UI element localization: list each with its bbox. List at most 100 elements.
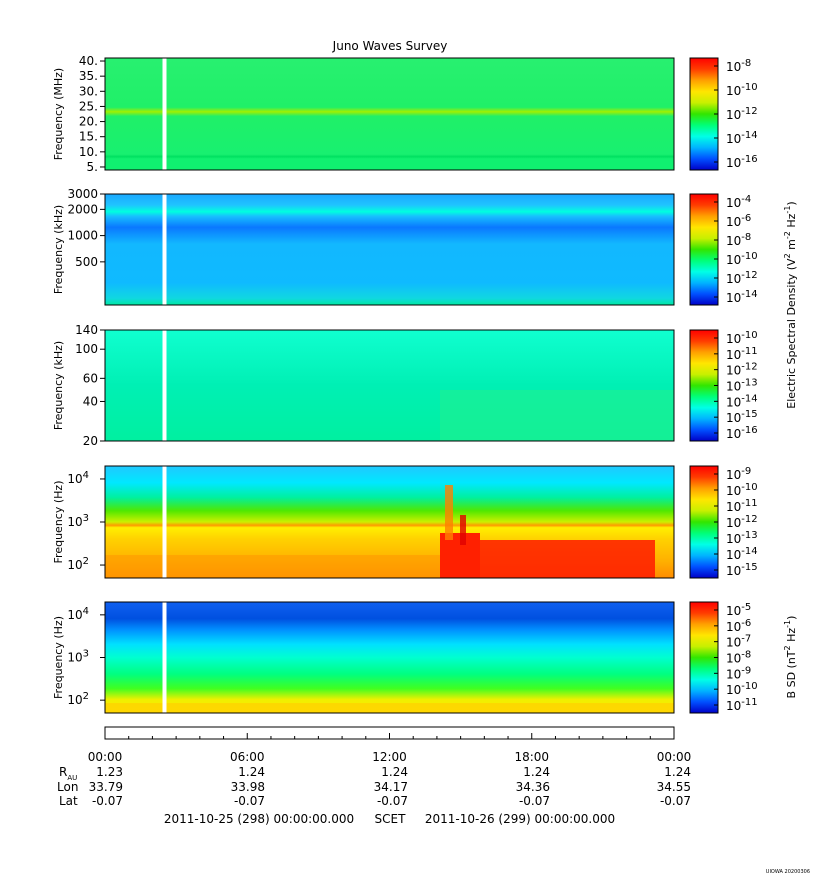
y-axis-label: Frequency (kHz) xyxy=(52,205,65,294)
y-tick-label: 35. xyxy=(79,69,98,83)
colorbar-tick-label: 10-6 xyxy=(726,213,751,229)
colorbar-tick-label: 10-11 xyxy=(726,498,758,514)
colorbar-tick-label: 10-12 xyxy=(726,270,758,286)
colorbar-tick-label: 10-10 xyxy=(726,251,758,267)
emission-band xyxy=(105,555,440,578)
colorbar-tick-label: 10-10 xyxy=(726,482,758,498)
y-axis-label: Frequency (MHz) xyxy=(52,68,65,160)
y-tick-label: 102 xyxy=(67,691,89,707)
lat-value: -0.07 xyxy=(377,794,408,808)
footer-end-time: 2011-10-26 (299) 00:00:00.000 xyxy=(425,812,615,826)
colorbar-tick-label: 10-6 xyxy=(726,618,751,634)
colorbar-label-magnetic: B SD (nT2 Hz-1) xyxy=(783,616,798,699)
lat-value: -0.07 xyxy=(660,794,691,808)
spectrogram-feature xyxy=(105,703,674,713)
y-tick-label: 100 xyxy=(75,342,98,356)
lon-value: 33.98 xyxy=(231,780,265,794)
lat-value: -0.07 xyxy=(234,794,265,808)
row-label-lat: Lat xyxy=(59,794,78,808)
footer-scet: SCET xyxy=(375,812,407,826)
colorbar-tick-label: 10-4 xyxy=(726,194,751,210)
x-tick-label: 12:00 xyxy=(372,750,407,764)
colorbar-tick-label: 10-8 xyxy=(726,232,751,248)
colorbar-tick-label: 10-8 xyxy=(726,58,751,74)
rau-value: 1.24 xyxy=(664,765,691,779)
spectrogram-1 xyxy=(105,58,674,170)
y-tick-label: 25. xyxy=(79,99,98,113)
colorbar-1 xyxy=(689,57,719,171)
colorbar-tick-label: 10-13 xyxy=(726,378,758,394)
colorbar-tick-label: 10-13 xyxy=(726,530,758,546)
y-tick-label: 40. xyxy=(79,54,98,68)
lon-value: 34.17 xyxy=(374,780,408,794)
colorbar-tick-label: 10-14 xyxy=(726,130,758,146)
panel-frame xyxy=(104,193,675,306)
colorbar-label-electric: Electric Spectral Density (V2 m-2 Hz-1) xyxy=(783,201,798,408)
y-tick-label: 20. xyxy=(79,115,98,129)
y-axis-label: Frequency (Hz) xyxy=(52,481,65,564)
footer-start-time: 2011-10-25 (298) 00:00:00.000 xyxy=(164,812,354,826)
panel-frame xyxy=(104,57,675,171)
colorbar-tick-label: 10-12 xyxy=(726,514,758,530)
colorbar-2 xyxy=(689,193,719,306)
lon-value: 34.55 xyxy=(657,780,691,794)
colorbar-tick-label: 10-14 xyxy=(726,289,758,305)
colorbar-tick-label: 10-14 xyxy=(726,546,758,562)
y-axis-label: Frequency (kHz) xyxy=(52,341,65,430)
rau-value: 1.23 xyxy=(96,765,123,779)
colorbar-tick-label: 10-10 xyxy=(726,681,758,697)
colorbar-tick-label: 10-15 xyxy=(726,409,758,425)
emission-spike xyxy=(445,485,453,540)
y-tick-label: 5. xyxy=(87,160,98,174)
watermark: UIOWA 20200306 xyxy=(766,869,810,875)
colorbar-tick-label: 10-5 xyxy=(726,602,751,618)
colorbar-tick-label: 10-12 xyxy=(726,362,758,378)
lon-value: 34.36 xyxy=(516,780,550,794)
rau-value: 1.24 xyxy=(238,765,265,779)
y-tick-label: 60 xyxy=(83,371,98,385)
colorbar-tick-label: 10-14 xyxy=(726,393,758,409)
y-tick-label: 20 xyxy=(83,434,98,448)
data-gap xyxy=(162,466,167,578)
colorbar-tick-label: 10-16 xyxy=(726,154,758,170)
colorbar-tick-label: 10-10 xyxy=(726,82,758,98)
colorbar-5 xyxy=(689,601,719,714)
colorbar-3 xyxy=(689,329,719,442)
lon-value: 33.79 xyxy=(89,780,123,794)
data-gap xyxy=(162,194,167,305)
emission-spike xyxy=(460,515,466,545)
y-tick-label: 40 xyxy=(83,394,98,408)
spectrogram-2 xyxy=(105,194,674,305)
panel-1: 5.10.15.20. 25.30.35.40. Frequency (MHz) 10… xyxy=(52,54,758,174)
colorbar-tick-label: 10-7 xyxy=(726,634,751,650)
data-gap xyxy=(162,330,167,441)
x-tick-label: 00:00 xyxy=(657,750,692,764)
row-label-rau: RAU xyxy=(59,765,77,782)
lat-value: -0.07 xyxy=(519,794,550,808)
y-tick-label: 15. xyxy=(79,130,98,144)
row-label-lon: Lon xyxy=(57,780,78,794)
y-tick-label: 103 xyxy=(67,649,89,665)
colorbar-tick-label: 10-9 xyxy=(726,466,751,482)
y-tick-label: 104 xyxy=(67,470,89,486)
panel-frame xyxy=(104,329,675,442)
data-gap xyxy=(162,602,167,713)
spectrogram-5 xyxy=(105,602,674,713)
x-tick-label: 06:00 xyxy=(230,750,265,764)
colorbar-tick-label: 10-12 xyxy=(726,106,758,122)
x-tick-label: 00:00 xyxy=(88,750,123,764)
y-tick-label: 103 xyxy=(67,513,89,529)
y-tick-label: 2000 xyxy=(67,202,98,216)
rau-value: 1.24 xyxy=(381,765,408,779)
y-tick-label: 500 xyxy=(75,255,98,269)
y-tick-label: 10. xyxy=(79,145,98,159)
rau-value: 1.24 xyxy=(523,765,550,779)
colorbar-tick-label: 10-9 xyxy=(726,665,751,681)
y-tick-label: 1000 xyxy=(67,229,98,243)
y-tick-label: 140 xyxy=(75,323,98,337)
